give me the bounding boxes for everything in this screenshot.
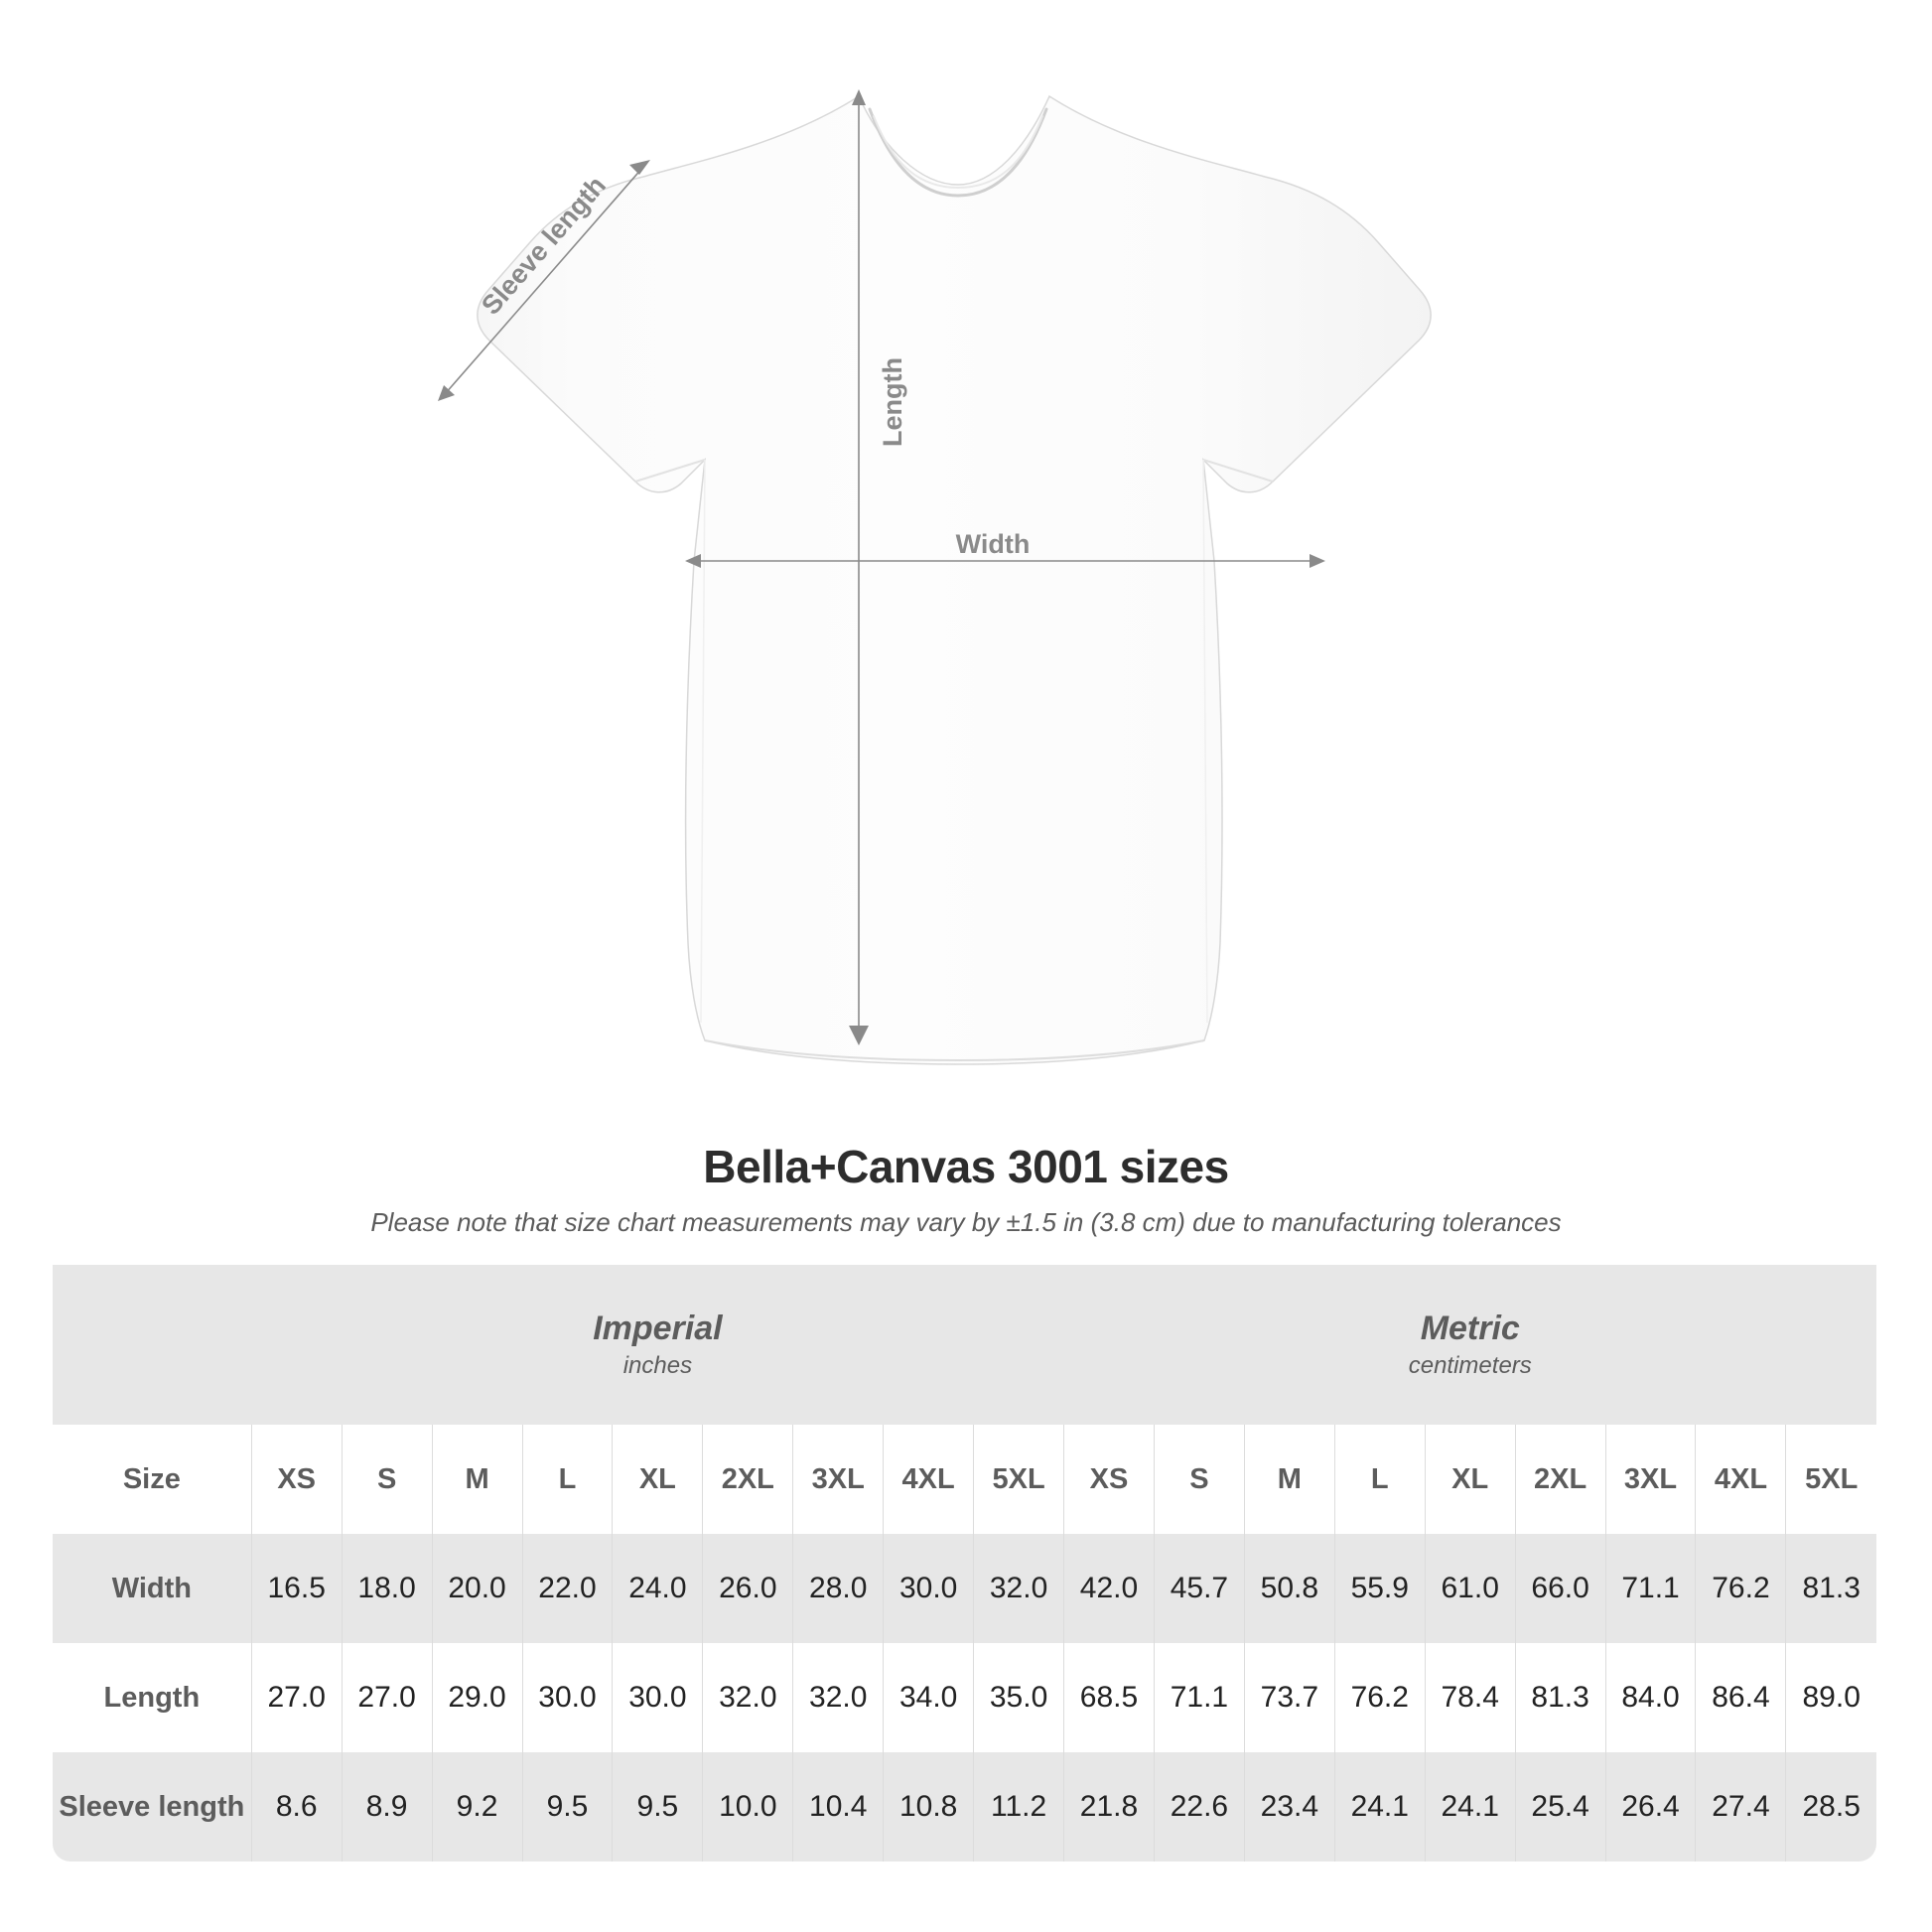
svg-text:Width: Width <box>956 529 1031 559</box>
